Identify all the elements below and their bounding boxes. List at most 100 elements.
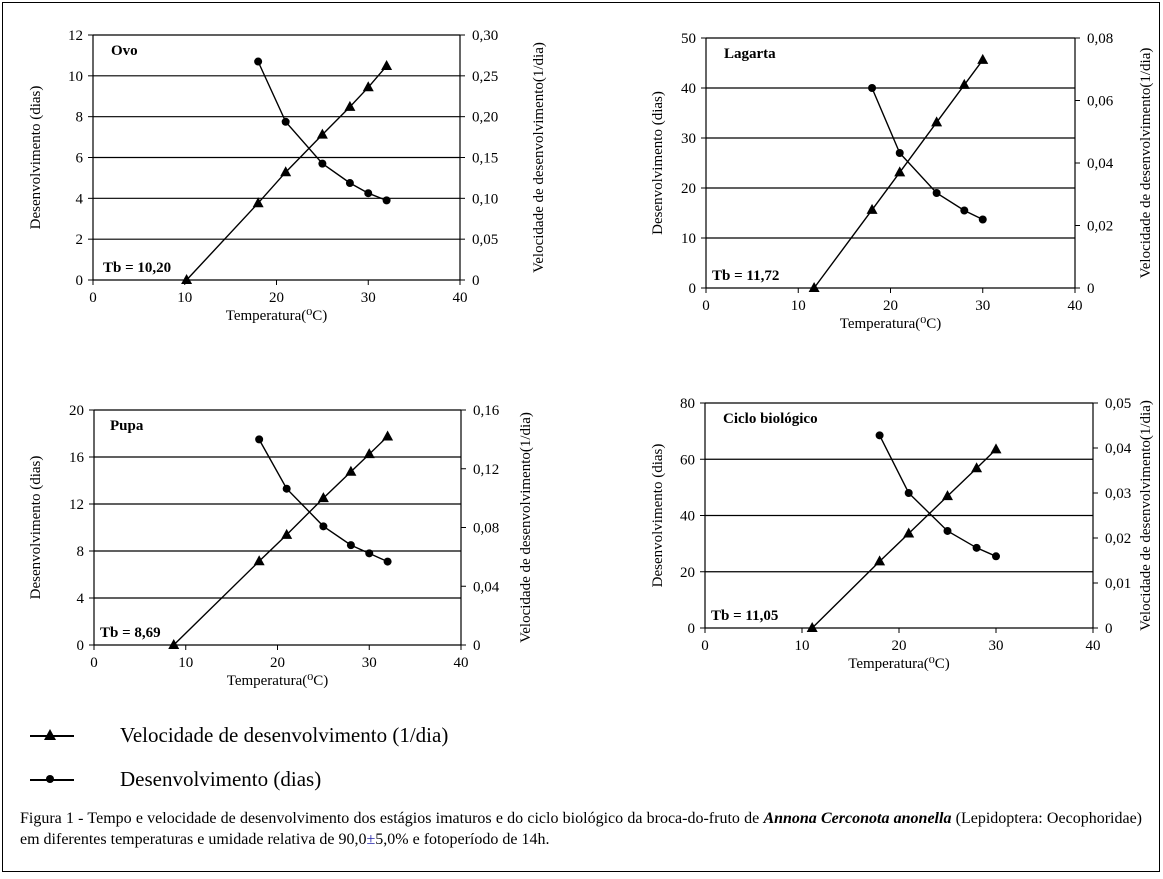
panel-title: Pupa xyxy=(110,418,144,434)
desenvolvimento-point xyxy=(972,543,981,552)
y2-tick-label: 0 xyxy=(472,273,480,289)
velocidade-series-line xyxy=(811,448,997,629)
y-tick-label: 40 xyxy=(680,509,695,525)
y2-tick-label: 0,20 xyxy=(472,110,498,126)
velocidade-point xyxy=(990,443,1002,454)
desenvolvimento-series-line xyxy=(871,87,984,221)
y2-tick-label: 0 xyxy=(1087,281,1095,297)
y-tick-label: 0 xyxy=(688,621,696,637)
desenvolvimento-point xyxy=(319,522,328,531)
velocidade-point xyxy=(903,527,915,538)
velocidade-point xyxy=(958,78,970,89)
y-tick-label: 16 xyxy=(69,450,85,466)
desenvolvimento-point xyxy=(282,484,291,493)
y-tick-label: 4 xyxy=(77,591,85,607)
desenvolvimento-point xyxy=(382,196,391,205)
desenvolvimento-point xyxy=(281,117,290,126)
x-axis-label: Temperatura(⁰C) xyxy=(226,308,328,324)
x-tick-label: 40 xyxy=(1086,638,1101,654)
y2-axis-label: Velocidade de desenvolvimento(1/dia) xyxy=(518,412,534,643)
legend-label: Velocidade de desenvolvimento (1/dia) xyxy=(120,722,449,747)
desenvolvimento-point xyxy=(895,149,904,157)
y-axis-label: Desenvolvimento (dias) xyxy=(28,456,44,600)
y2-tick-label: 0,04 xyxy=(1087,156,1114,172)
tb-annotation: Tb = 11,72 xyxy=(712,268,779,284)
y2-tick-label: 0,08 xyxy=(473,521,499,537)
legend: Velocidade de desenvolvimento (1/dia) De… xyxy=(30,718,630,798)
circle-marker-icon xyxy=(30,775,74,783)
desenvolvimento-point xyxy=(943,526,952,535)
velocidade-series-line xyxy=(813,59,984,289)
x-tick-label: 20 xyxy=(883,298,898,314)
y-tick-label: 12 xyxy=(69,497,84,513)
velocidade-point xyxy=(252,197,264,208)
desenvolvimento-point xyxy=(978,215,987,224)
desenvolvimento-point xyxy=(875,431,884,440)
tb-annotation: Tb = 11,05 xyxy=(711,608,778,624)
desenvolvimento-point xyxy=(868,84,877,92)
triangle-marker-icon xyxy=(30,729,74,740)
velocidade-point xyxy=(181,274,193,284)
y2-axis-label: Velocidade de desenvolvimento(1/dia) xyxy=(1138,400,1154,631)
y-tick-label: 80 xyxy=(680,396,695,412)
desenvolvimento-point xyxy=(992,552,1000,561)
velocidade-point xyxy=(866,203,878,214)
y2-tick-label: 0,06 xyxy=(1087,94,1114,110)
velocidade-point xyxy=(363,448,375,459)
x-axis-label: Temperatura(⁰C) xyxy=(840,316,942,332)
y2-tick-label: 0,05 xyxy=(1105,396,1131,412)
y-tick-label: 50 xyxy=(681,31,696,47)
x-axis-label: Temperatura(⁰C) xyxy=(848,656,950,672)
legend-item-desenvolvimento: Desenvolvimento (dias) xyxy=(30,766,321,792)
desenvolvimento-point xyxy=(365,549,374,558)
x-tick-label: 40 xyxy=(1068,298,1083,314)
x-tick-label: 30 xyxy=(989,638,1004,654)
caption-text: (Lepidoptera: Oecophoridae) em diferente… xyxy=(20,810,1142,848)
y2-tick-label: 0,16 xyxy=(473,403,500,419)
x-tick-label: 40 xyxy=(454,655,469,671)
legend-label: Desenvolvimento (dias) xyxy=(120,766,322,791)
velocidade-series-line xyxy=(173,435,389,646)
y2-tick-label: 0,04 xyxy=(473,579,500,595)
velocidade-point xyxy=(253,555,265,566)
x-tick-label: 0 xyxy=(702,298,710,314)
y2-tick-label: 0 xyxy=(1105,621,1113,637)
velocidade-point xyxy=(977,53,989,64)
y-tick-label: 10 xyxy=(681,231,696,247)
velocidade-point xyxy=(168,639,180,649)
desenvolvimento-point xyxy=(254,57,263,66)
y-tick-label: 20 xyxy=(681,181,696,197)
x-tick-label: 10 xyxy=(795,638,810,654)
y2-tick-label: 0,03 xyxy=(1105,486,1131,502)
y2-tick-label: 0,04 xyxy=(1105,441,1132,457)
velocidade-point xyxy=(345,465,357,476)
x-tick-label: 40 xyxy=(453,290,468,306)
y2-tick-label: 0 xyxy=(473,638,481,654)
desenvolvimento-point xyxy=(318,159,327,168)
caption-text: 5,0% e fotoperíodo de 14h. xyxy=(375,831,550,848)
velocidade-point xyxy=(874,555,886,566)
y-tick-label: 30 xyxy=(681,131,696,147)
y-tick-label: 40 xyxy=(681,81,696,97)
velocidade-point xyxy=(281,528,293,539)
y2-tick-label: 0,02 xyxy=(1087,219,1113,235)
y-tick-label: 8 xyxy=(77,544,85,560)
velocidade-point xyxy=(344,100,356,111)
y2-tick-label: 0,08 xyxy=(1087,31,1113,47)
y-tick-label: 0 xyxy=(76,273,84,289)
caption-species: Annona Cerconota anonella xyxy=(763,810,952,827)
x-tick-label: 10 xyxy=(178,655,193,671)
x-tick-label: 10 xyxy=(791,298,806,314)
y-tick-label: 8 xyxy=(76,110,84,126)
desenvolvimento-point xyxy=(346,541,355,550)
y-tick-label: 20 xyxy=(680,565,695,581)
tb-annotation: Tb = 10,20 xyxy=(103,260,171,276)
chart-panel-3: 0 4 8 12 16 20 0 0,04 0,08 0,12 0,16 0 10 20 30 40 Tempe… xyxy=(28,403,534,689)
y-tick-label: 0 xyxy=(77,638,85,654)
y-axis-label: Desenvolvimento (dias) xyxy=(650,444,666,588)
y-tick-label: 0 xyxy=(689,281,697,297)
y-tick-label: 20 xyxy=(69,403,84,419)
velocidade-point xyxy=(381,60,393,71)
y2-tick-label: 0,05 xyxy=(472,232,498,248)
